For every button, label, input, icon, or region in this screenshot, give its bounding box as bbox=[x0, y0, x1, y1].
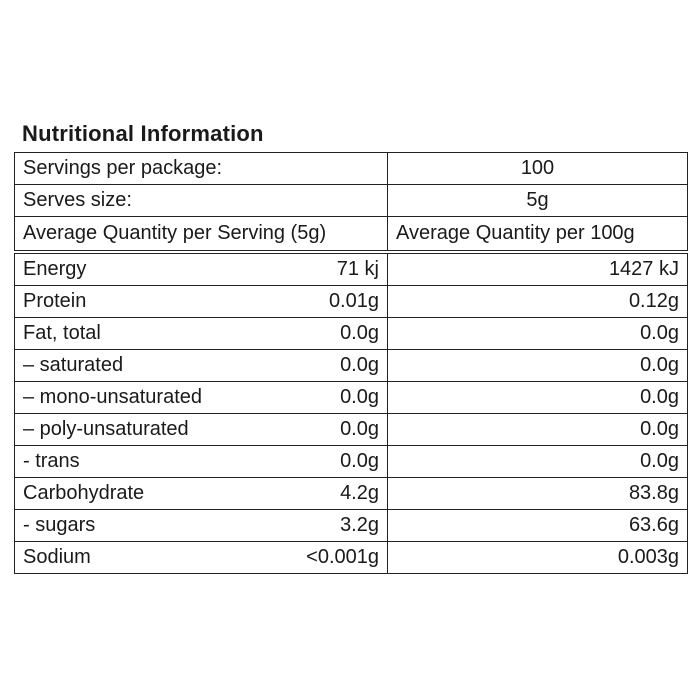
per-serving: 3.2g bbox=[340, 514, 379, 536]
nutrient-row: – poly-unsaturated 0.0g 0.0g bbox=[14, 413, 688, 446]
nutrient-row: – mono-unsaturated 0.0g 0.0g bbox=[14, 381, 688, 414]
per-100g: 0.003g bbox=[387, 541, 688, 574]
cell-content: Fat, total 0.0g bbox=[23, 322, 379, 345]
nutrient-cell: - trans 0.0g bbox=[14, 445, 388, 478]
nutrient-name: Protein bbox=[23, 290, 87, 312]
nutrient-cell: Carbohydrate 4.2g bbox=[14, 477, 388, 510]
nutrient-name: – saturated bbox=[23, 354, 124, 376]
nutrient-cell: – saturated 0.0g bbox=[14, 349, 388, 382]
per-serving: 4.2g bbox=[340, 482, 379, 504]
per-100g: 0.0g bbox=[387, 349, 688, 382]
per-serving: 0.0g bbox=[340, 322, 379, 344]
nutrient-cell: Fat, total 0.0g bbox=[14, 317, 388, 350]
per-100g: 63.6g bbox=[387, 509, 688, 542]
nutrient-cell: Sodium <0.001g bbox=[14, 541, 388, 574]
cell-content: Sodium <0.001g bbox=[23, 546, 379, 569]
nutrient-name: – poly-unsaturated bbox=[23, 418, 189, 440]
header-row: Average Quantity per Serving (5g) Average… bbox=[14, 216, 688, 254]
cell-content: Protein 0.01g bbox=[23, 290, 379, 313]
nutrient-name: Energy bbox=[23, 258, 87, 280]
per-serving: 0.0g bbox=[340, 418, 379, 440]
nutrient-row: Energy 71 kj 1427 kJ bbox=[14, 251, 688, 286]
nutrient-row: - sugars 3.2g 63.6g bbox=[14, 509, 688, 542]
serving-value: 5g bbox=[387, 184, 688, 217]
nutrient-name: Fat, total bbox=[23, 322, 101, 344]
serving-row: Serves size: 5g bbox=[14, 184, 688, 217]
cell-content: – mono-unsaturated 0.0g bbox=[23, 386, 379, 409]
per-100g: 0.0g bbox=[387, 317, 688, 350]
per-serving: 0.01g bbox=[328, 290, 379, 312]
title: Nutritional Information bbox=[22, 121, 264, 146]
per-serving: 0.0g bbox=[340, 354, 379, 376]
cell-content: – poly-unsaturated 0.0g bbox=[23, 418, 379, 441]
per-100g: 0.12g bbox=[387, 285, 688, 318]
nutrient-cell: - sugars 3.2g bbox=[14, 509, 388, 542]
nutrient-cell: Energy 71 kj bbox=[14, 251, 388, 286]
cell-content: – saturated 0.0g bbox=[23, 354, 379, 377]
nutrient-name: - sugars bbox=[23, 514, 96, 536]
per-100g: 0.0g bbox=[387, 445, 688, 478]
table-body: Servings per package: 100 Serves size: 5g Av… bbox=[14, 152, 688, 574]
nutrient-name: Carbohydrate bbox=[23, 482, 145, 504]
per-serving: 0.0g bbox=[340, 386, 379, 408]
nutrition-table: Servings per package: 100 Serves size: 5g Av… bbox=[14, 152, 688, 574]
column-header: Average Quantity per 100g bbox=[387, 216, 688, 254]
nutrient-row: Fat, total 0.0g 0.0g bbox=[14, 317, 688, 350]
nutrient-row: - trans 0.0g 0.0g bbox=[14, 445, 688, 478]
nutrient-name: - trans bbox=[23, 450, 80, 472]
per-serving: 71 kj bbox=[336, 258, 379, 280]
per-serving: 0.0g bbox=[340, 450, 379, 472]
cell-content: - sugars 3.2g bbox=[23, 514, 379, 537]
per-100g: 0.0g bbox=[387, 413, 688, 446]
serving-label: Serves size: bbox=[14, 184, 388, 217]
serving-label: Servings per package: bbox=[14, 152, 388, 185]
cell-content: Energy 71 kj bbox=[23, 258, 379, 281]
cell-content: Carbohydrate 4.2g bbox=[23, 482, 379, 505]
serving-row: Servings per package: 100 bbox=[14, 152, 688, 185]
nutrient-cell: Protein 0.01g bbox=[14, 285, 388, 318]
nutrient-name: – mono-unsaturated bbox=[23, 386, 203, 408]
per-100g: 0.0g bbox=[387, 381, 688, 414]
nutrient-row: Protein 0.01g 0.12g bbox=[14, 285, 688, 318]
nutrient-row: – saturated 0.0g 0.0g bbox=[14, 349, 688, 382]
cell-content: - trans 0.0g bbox=[23, 450, 379, 473]
nutrient-name: Sodium bbox=[23, 546, 91, 568]
nutrient-row: Sodium <0.001g 0.003g bbox=[14, 541, 688, 574]
nutrient-row: Carbohydrate 4.2g 83.8g bbox=[14, 477, 688, 510]
per-serving: <0.001g bbox=[306, 546, 379, 568]
nutrient-cell: – mono-unsaturated 0.0g bbox=[14, 381, 388, 414]
column-header: Average Quantity per Serving (5g) bbox=[14, 216, 388, 254]
nutrient-cell: – poly-unsaturated 0.0g bbox=[14, 413, 388, 446]
per-100g: 83.8g bbox=[387, 477, 688, 510]
serving-value: 100 bbox=[387, 152, 688, 185]
per-100g: 1427 kJ bbox=[387, 251, 688, 286]
